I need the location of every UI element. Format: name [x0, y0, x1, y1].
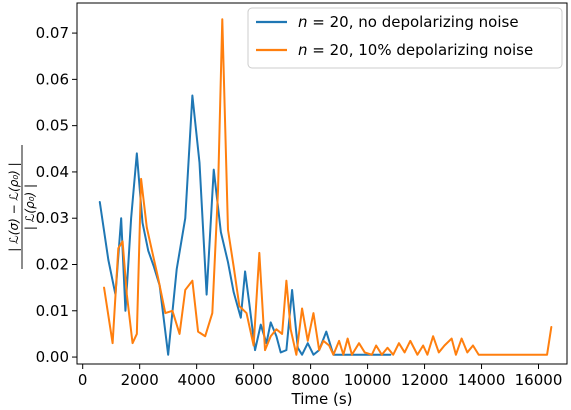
y-axis-label: | ℒ(σ) − ℒ(ρ₀) | | ℒ(ρ₀) |: [7, 145, 37, 269]
x-tick-label: 16000: [515, 371, 563, 389]
legend: n = 20, no depolarizing noise n = 20, 10…: [247, 7, 563, 69]
series-line-0: [98, 94, 392, 356]
x-tick-label: 8000: [292, 371, 330, 389]
plot-frame: [76, 2, 568, 365]
legend-label-no-noise: n = 20, no depolarizing noise: [298, 13, 519, 31]
legend-label-depolarizing: n = 20, 10% depolarizing noise: [298, 41, 533, 59]
y-tick-label: 0.02: [36, 255, 69, 273]
y-tick-label: 0.01: [36, 302, 69, 320]
x-tick-label: 10000: [344, 371, 392, 389]
legend-label-no-noise-var: n: [298, 13, 308, 31]
x-tick-label: 4000: [178, 371, 216, 389]
legend-label-no-noise-rest: = 20, no depolarizing noise: [308, 13, 519, 31]
x-tick-label: 6000: [235, 371, 273, 389]
x-tick-label: 12000: [401, 371, 449, 389]
legend-label-depolarizing-rest: = 20, 10% depolarizing noise: [308, 41, 534, 59]
y-axis-label-denominator: | ℒ(ρ₀) |: [23, 184, 37, 230]
x-axis-label: Time (s): [291, 390, 353, 408]
y-tick-label: 0.04: [36, 163, 69, 181]
y-tick-label: 0.06: [36, 70, 69, 88]
y-tick-label: 0.03: [36, 209, 69, 227]
y-tick-label: 0.07: [36, 24, 69, 42]
y-tick-label: 0.00: [36, 348, 69, 366]
y-axis-ticks: 0.00 0.01 0.02 0.03 0.04 0.05 0.06 0.07: [36, 24, 77, 366]
y-axis-label-numerator: | ℒ(σ) − ℒ(ρ₀) |: [7, 162, 21, 251]
x-tick-label: 0: [78, 371, 88, 389]
y-tick-label: 0.05: [36, 117, 69, 135]
series-layer: [98, 18, 553, 356]
x-tick-label: 14000: [458, 371, 506, 389]
x-axis-ticks: 0 2000 4000 6000 8000 10000 12000 14000 16000: [78, 364, 562, 389]
x-tick-label: 2000: [121, 371, 159, 389]
legend-label-depolarizing-var: n: [298, 41, 308, 59]
legend-box: [247, 7, 563, 69]
series-line-1: [103, 18, 553, 356]
